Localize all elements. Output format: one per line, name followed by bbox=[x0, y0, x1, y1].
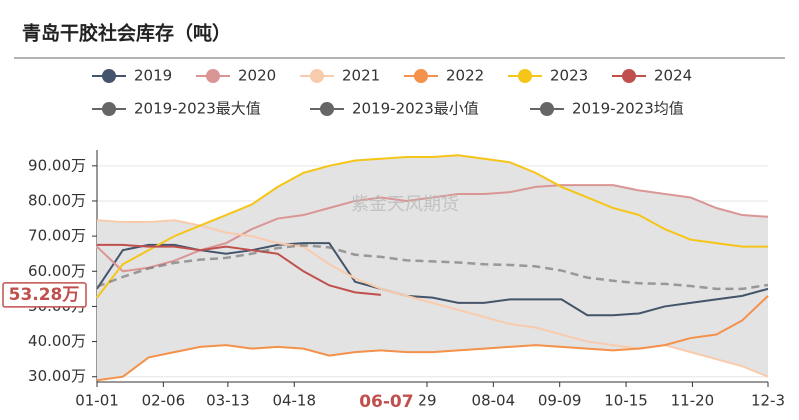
y-highlight-label: 53.28万 bbox=[9, 285, 80, 305]
legend-marker bbox=[102, 102, 116, 116]
series-line bbox=[97, 243, 381, 296]
x-tick-label: 01-01 bbox=[75, 392, 119, 410]
x-tick-label: 04-18 bbox=[272, 392, 316, 410]
x-tick-label: 11-20 bbox=[671, 392, 715, 410]
x-tick-label: 08-04 bbox=[472, 392, 516, 410]
watermark: 紫金天风期货 bbox=[351, 194, 459, 215]
legend-marker bbox=[206, 69, 220, 83]
min-max-band bbox=[97, 155, 768, 381]
x-highlight-bg bbox=[353, 389, 420, 413]
legend-label: 2019 bbox=[134, 67, 172, 85]
x-tick-label: 12-3 bbox=[751, 392, 785, 410]
legend-label: 2019-2023最小值 bbox=[352, 100, 479, 118]
x-tick-label: 09-09 bbox=[538, 392, 582, 410]
legend-marker bbox=[540, 102, 554, 116]
legend-label: 2023 bbox=[550, 67, 588, 85]
y-tick-label: 80.00万 bbox=[28, 191, 86, 209]
legend-marker bbox=[310, 69, 324, 83]
legend-label: 2024 bbox=[654, 67, 692, 85]
series-line bbox=[96, 242, 769, 317]
chart-title: 青岛干胶社会库存（吨） bbox=[22, 22, 231, 45]
mean-line bbox=[96, 244, 769, 291]
legend-marker bbox=[622, 69, 636, 83]
y-tick-label: 30.00万 bbox=[28, 367, 86, 385]
legend-label: 2020 bbox=[238, 67, 276, 85]
x-highlight-label: 06-07 bbox=[359, 392, 413, 412]
legend-label: 2019-2023均值 bbox=[572, 100, 684, 118]
legend-marker bbox=[320, 102, 334, 116]
series-line bbox=[96, 295, 769, 382]
x-tick-label: 02-06 bbox=[142, 392, 186, 410]
legend-label: 2021 bbox=[342, 67, 380, 85]
legend-marker bbox=[518, 69, 532, 83]
x-tick-label: 03-13 bbox=[206, 392, 250, 410]
y-highlight-box bbox=[2, 282, 87, 308]
legend-label: 2022 bbox=[446, 67, 484, 85]
y-tick-label: 60.00万 bbox=[28, 262, 86, 280]
series-line bbox=[96, 154, 768, 299]
legend-label: 2019-2023最大值 bbox=[134, 100, 261, 118]
legend-marker bbox=[102, 69, 116, 83]
x-tick-label: 10-15 bbox=[604, 392, 648, 410]
y-tick-label: 70.00万 bbox=[28, 227, 86, 245]
y-tick-label: 40.00万 bbox=[28, 332, 86, 350]
y-tick-label: 90.00万 bbox=[28, 156, 86, 174]
legend-marker bbox=[414, 69, 428, 83]
series-line bbox=[96, 184, 769, 273]
x-tick-label: 29 bbox=[417, 392, 436, 410]
